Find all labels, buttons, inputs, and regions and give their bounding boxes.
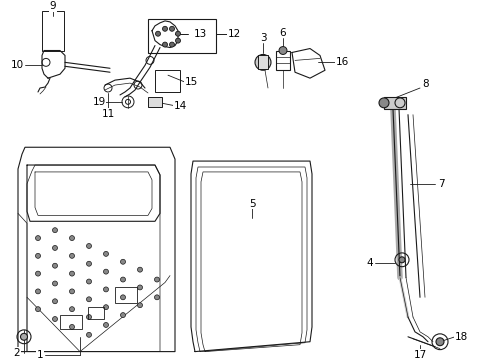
Circle shape xyxy=(154,295,159,300)
Circle shape xyxy=(86,315,91,320)
Circle shape xyxy=(103,287,108,292)
Circle shape xyxy=(378,98,388,108)
Circle shape xyxy=(103,305,108,310)
Bar xyxy=(155,70,180,92)
Circle shape xyxy=(69,271,74,276)
Circle shape xyxy=(169,26,174,31)
Circle shape xyxy=(398,257,404,263)
Text: 8: 8 xyxy=(422,79,428,89)
Bar xyxy=(115,287,137,303)
Text: 9: 9 xyxy=(50,1,56,11)
Circle shape xyxy=(69,324,74,329)
Circle shape xyxy=(154,277,159,282)
Text: 2: 2 xyxy=(14,348,20,357)
Bar xyxy=(258,55,267,69)
Circle shape xyxy=(279,46,286,54)
Text: 11: 11 xyxy=(101,109,114,119)
Circle shape xyxy=(254,54,270,70)
Text: 16: 16 xyxy=(335,57,348,67)
Bar xyxy=(88,307,104,319)
Bar xyxy=(148,19,216,54)
Text: 14: 14 xyxy=(173,101,186,111)
Circle shape xyxy=(120,312,125,318)
Circle shape xyxy=(120,277,125,282)
Circle shape xyxy=(69,235,74,240)
Circle shape xyxy=(69,307,74,312)
Circle shape xyxy=(52,281,58,286)
Text: 1: 1 xyxy=(37,350,43,360)
Circle shape xyxy=(20,333,27,340)
Bar xyxy=(275,50,289,70)
Circle shape xyxy=(175,31,180,36)
Circle shape xyxy=(36,307,41,312)
Circle shape xyxy=(103,251,108,256)
Bar xyxy=(60,315,82,329)
Circle shape xyxy=(86,261,91,266)
Bar xyxy=(42,11,64,50)
Circle shape xyxy=(435,338,443,346)
Circle shape xyxy=(137,267,142,272)
Text: 17: 17 xyxy=(412,350,426,360)
Text: 4: 4 xyxy=(366,258,372,268)
Circle shape xyxy=(120,259,125,264)
Text: 3: 3 xyxy=(259,33,266,43)
Circle shape xyxy=(36,235,41,240)
Circle shape xyxy=(69,253,74,258)
Text: 15: 15 xyxy=(184,77,197,87)
Circle shape xyxy=(52,263,58,268)
Text: 12: 12 xyxy=(227,29,240,39)
Text: 10: 10 xyxy=(10,60,23,70)
Circle shape xyxy=(137,285,142,290)
Circle shape xyxy=(36,271,41,276)
Text: 5: 5 xyxy=(248,198,255,208)
Circle shape xyxy=(36,289,41,294)
Circle shape xyxy=(162,26,167,31)
Bar xyxy=(148,97,162,107)
Circle shape xyxy=(155,31,160,36)
Text: 13: 13 xyxy=(193,29,206,39)
Circle shape xyxy=(52,246,58,251)
Circle shape xyxy=(175,38,180,43)
Circle shape xyxy=(36,253,41,258)
Bar xyxy=(383,97,405,109)
Circle shape xyxy=(162,42,167,47)
Circle shape xyxy=(120,295,125,300)
Text: 19: 19 xyxy=(92,97,105,107)
Text: 6: 6 xyxy=(279,28,286,38)
Text: 7: 7 xyxy=(437,179,444,189)
Circle shape xyxy=(86,243,91,248)
Circle shape xyxy=(52,316,58,321)
Circle shape xyxy=(52,299,58,304)
Circle shape xyxy=(103,269,108,274)
Circle shape xyxy=(169,42,174,47)
Text: 18: 18 xyxy=(453,332,467,342)
Circle shape xyxy=(69,289,74,294)
Circle shape xyxy=(86,279,91,284)
Circle shape xyxy=(86,297,91,302)
Circle shape xyxy=(52,228,58,233)
Circle shape xyxy=(86,332,91,337)
Circle shape xyxy=(137,303,142,308)
Circle shape xyxy=(103,323,108,327)
